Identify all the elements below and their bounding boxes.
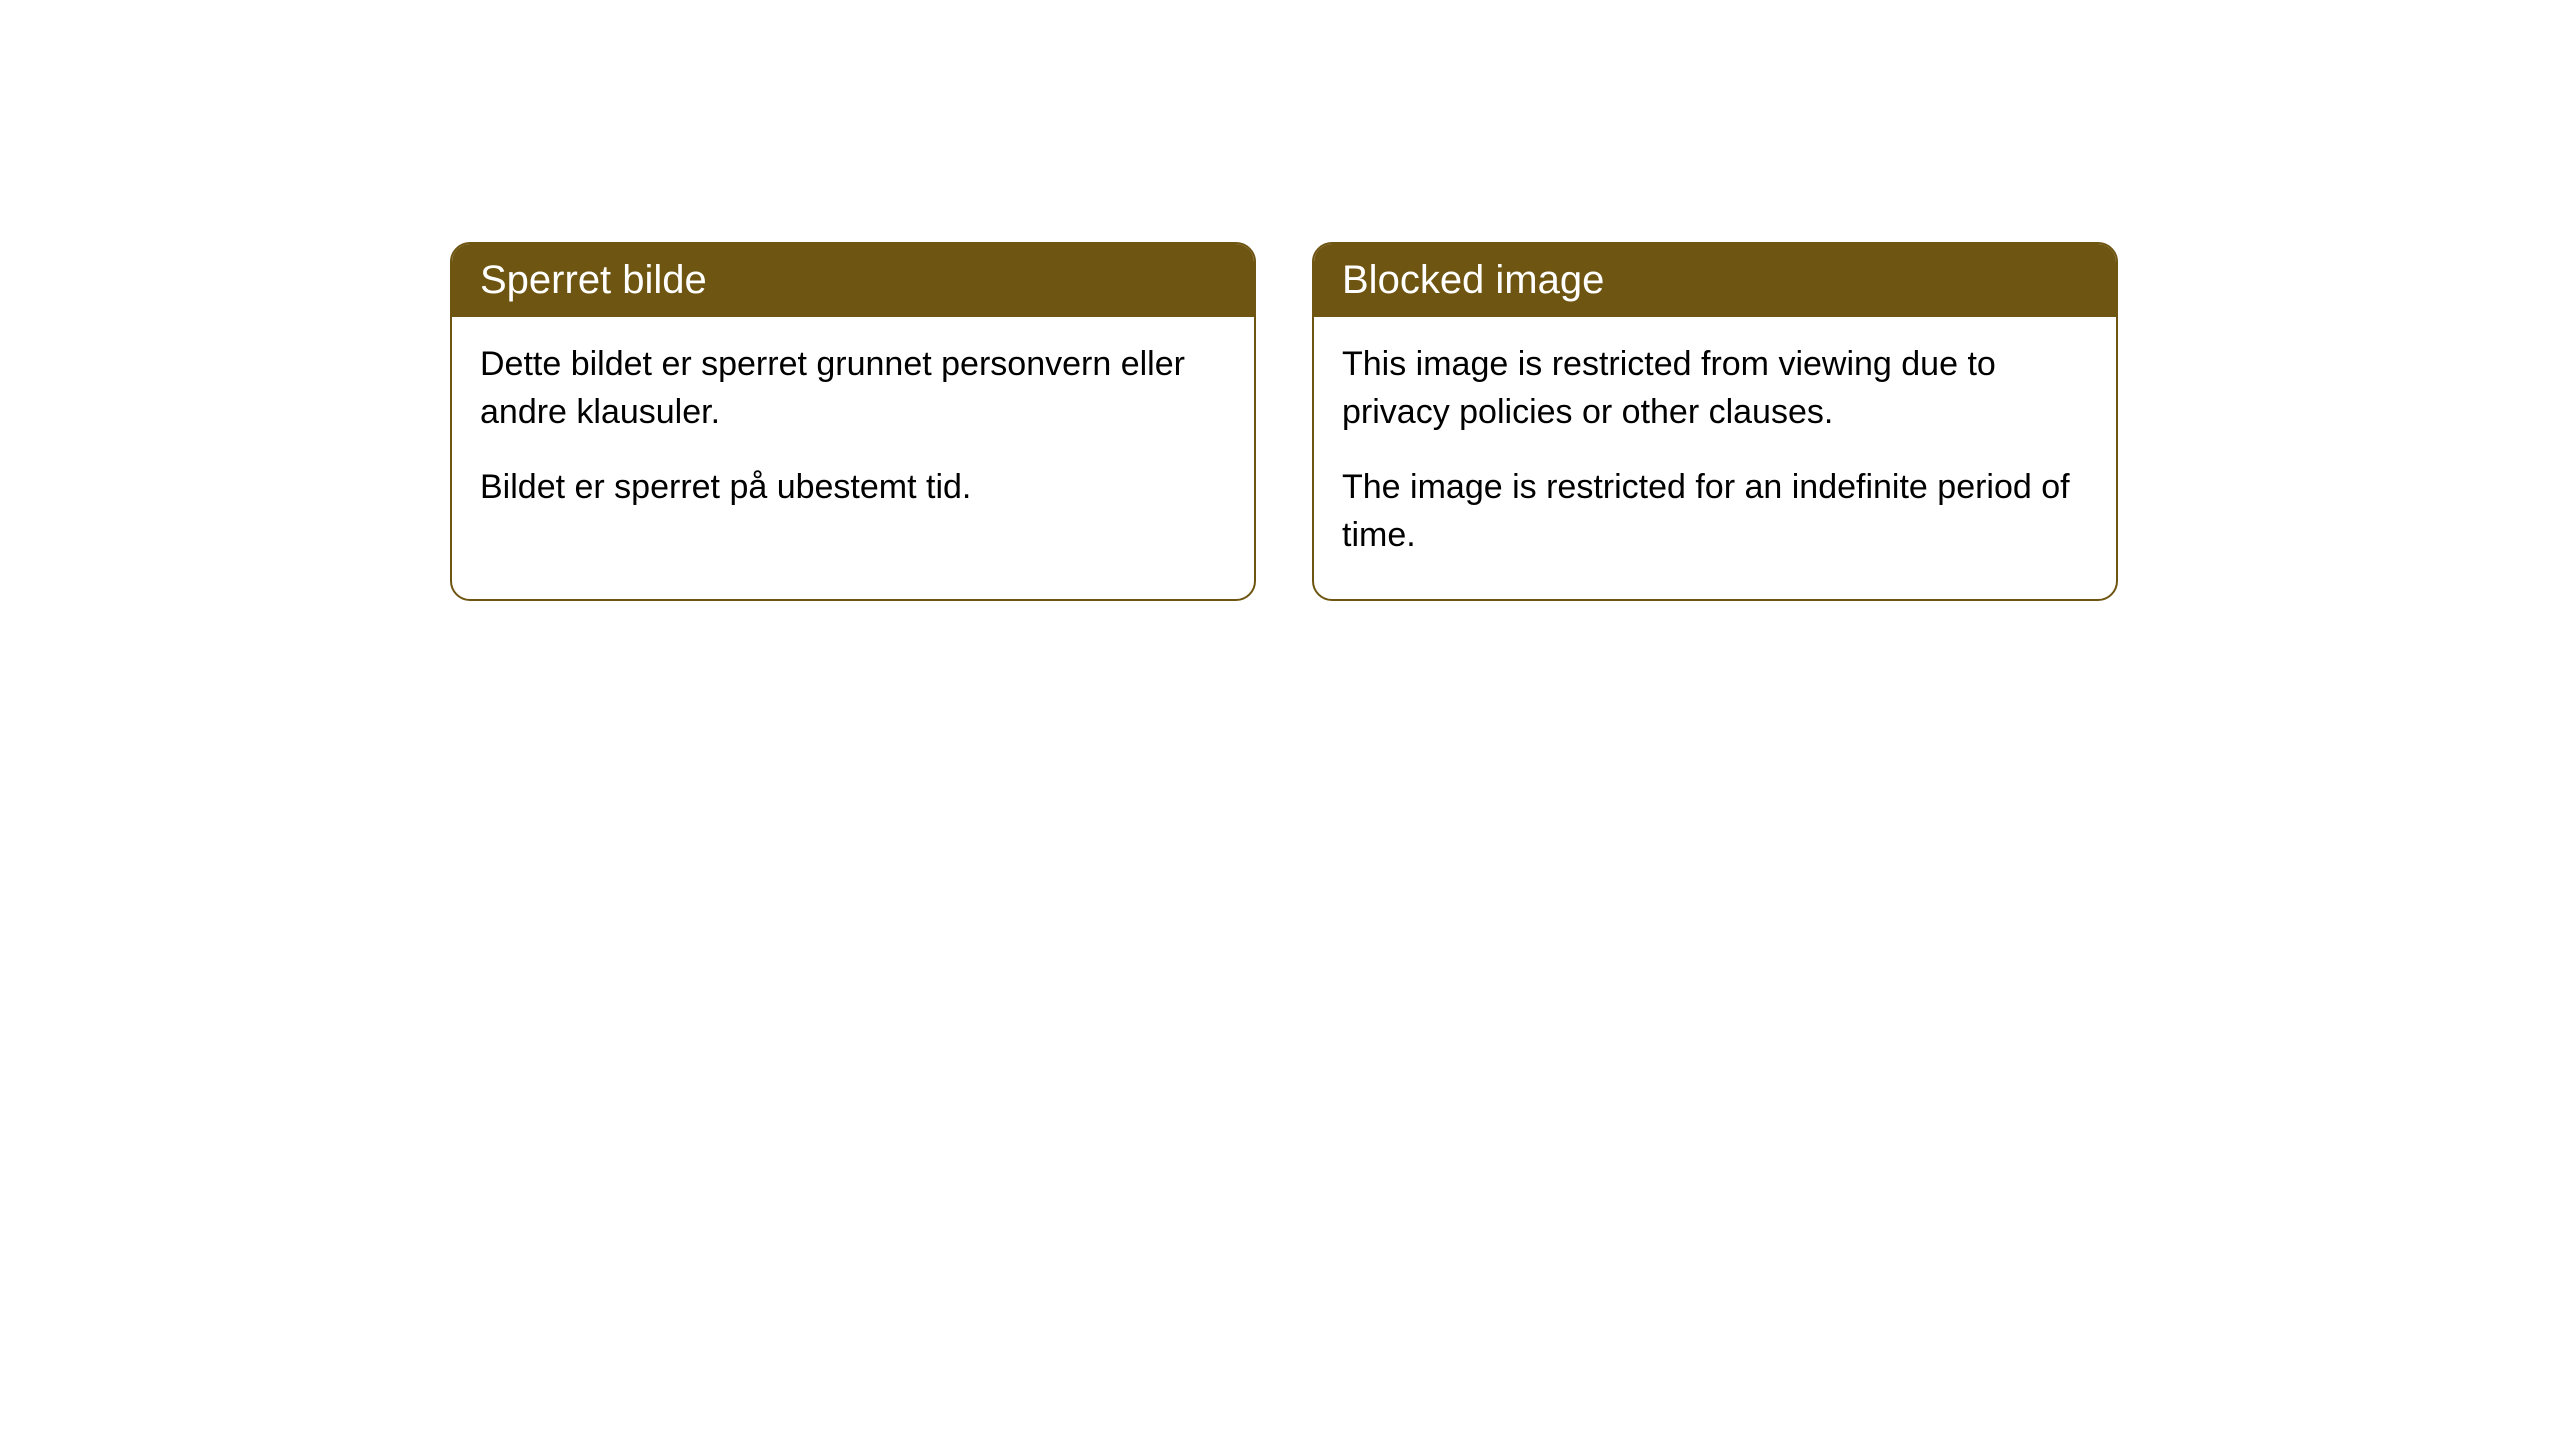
card-body: This image is restricted from viewing du… [1314, 317, 2116, 599]
blocked-image-card-english: Blocked image This image is restricted f… [1312, 242, 2118, 601]
card-header: Sperret bilde [452, 244, 1254, 317]
card-paragraph: The image is restricted for an indefinit… [1342, 464, 2088, 559]
card-paragraph: Bildet er sperret på ubestemt tid. [480, 464, 1226, 512]
cards-container: Sperret bilde Dette bildet er sperret gr… [0, 0, 2560, 601]
card-body: Dette bildet er sperret grunnet personve… [452, 317, 1254, 552]
card-paragraph: This image is restricted from viewing du… [1342, 341, 2088, 436]
card-header: Blocked image [1314, 244, 2116, 317]
card-title: Blocked image [1342, 258, 1604, 302]
blocked-image-card-norwegian: Sperret bilde Dette bildet er sperret gr… [450, 242, 1256, 601]
card-title: Sperret bilde [480, 258, 707, 302]
card-paragraph: Dette bildet er sperret grunnet personve… [480, 341, 1226, 436]
